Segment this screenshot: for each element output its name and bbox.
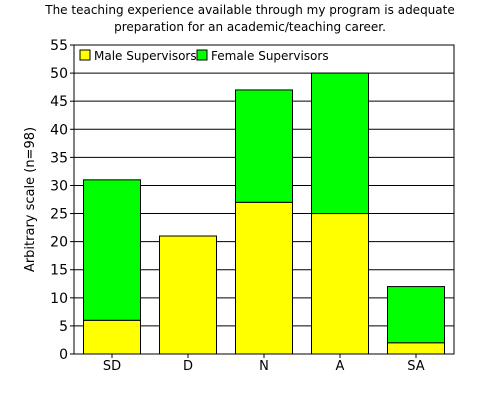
- legend-label-female: Female Supervisors: [211, 49, 329, 63]
- y-tick-label: 55: [50, 38, 68, 54]
- plot-frame: [73, 44, 455, 355]
- x-tick-label: D: [183, 359, 193, 374]
- chart-title-line-1: The teaching experience available throug…: [45, 3, 455, 17]
- x-tick-label: SA: [407, 359, 424, 374]
- legend-swatch-male: [79, 49, 91, 61]
- bar-female-n: [235, 89, 293, 203]
- bar-male-sd: [83, 319, 141, 355]
- bar-male-n: [235, 201, 293, 355]
- bar-male-a: [311, 213, 369, 355]
- legend-swatch-female: [196, 49, 208, 61]
- x-tick-label: SD: [103, 359, 121, 374]
- bar-female-a: [311, 72, 369, 215]
- chart-title-line-2: preparation for an academic/teaching car…: [114, 20, 386, 34]
- bar-male-d: [159, 235, 217, 355]
- y-tick-label: 10: [50, 291, 68, 307]
- y-axis-ticks: 0 5 10 15 20 25 30 35 40 45 50 55: [50, 38, 74, 363]
- y-tick-label: 20: [50, 235, 68, 251]
- x-tick-label: A: [336, 359, 345, 374]
- legend-label-male: Male Supervisors: [94, 49, 197, 63]
- bar-female-sd: [83, 179, 141, 321]
- y-tick-label: 5: [59, 319, 68, 335]
- y-tick-label: 15: [50, 263, 68, 279]
- x-axis-ticks: SD D N A SA: [103, 354, 425, 374]
- y-tick-label: 35: [50, 150, 68, 166]
- chart-title: The teaching experience available throug…: [0, 2, 500, 36]
- y-axis-label: Arbitrary scale (n=98): [23, 127, 38, 272]
- bar-female-sa: [387, 286, 445, 344]
- x-tick-label: N: [259, 359, 269, 374]
- y-tick-label: 30: [50, 178, 68, 194]
- y-tick-label: 0: [59, 347, 68, 363]
- bar-male-sa: [387, 342, 445, 355]
- y-tick-label: 45: [50, 94, 68, 110]
- bars: [83, 72, 445, 355]
- legend: Male Supervisors Female Supervisors: [79, 49, 329, 63]
- y-tick-label: 40: [50, 122, 68, 138]
- y-tick-label: 50: [50, 66, 68, 82]
- y-tick-label: 25: [50, 207, 68, 223]
